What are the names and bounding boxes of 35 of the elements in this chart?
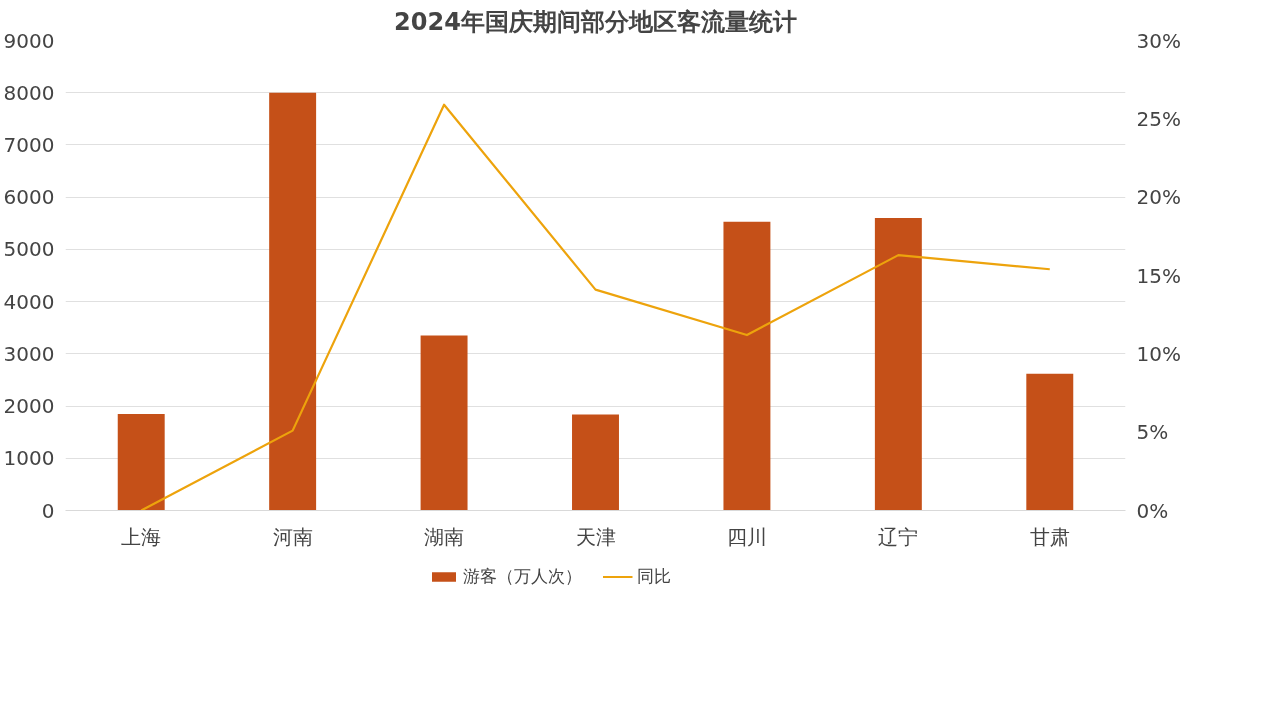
y-tick-label: 8000: [3, 80, 55, 105]
x-tick-label: 河南: [272, 524, 313, 549]
y-tick-label: 3000: [3, 341, 55, 366]
bar: [420, 335, 468, 511]
y-tick-label: 2000: [3, 394, 55, 419]
bar: [1026, 373, 1074, 511]
y2-tick-label: 30%: [1136, 28, 1181, 53]
bar: [117, 413, 165, 511]
y-tick-label: 7000: [3, 132, 55, 157]
y2-tick-label: 25%: [1136, 106, 1181, 131]
y-tick-label: 4000: [3, 289, 55, 314]
y-tick-label: 9000: [3, 28, 55, 53]
x-tick-label: 辽宁: [878, 524, 919, 549]
legend-label: 游客（万人次）: [463, 564, 583, 588]
chart-title: 2024年国庆期间部分地区客流量统计: [394, 7, 797, 36]
bar: [874, 218, 922, 511]
x-tick-label: 上海: [121, 524, 162, 549]
line-series: [140, 103, 1051, 511]
y-tick-label: 5000: [3, 237, 55, 262]
bar: [269, 92, 317, 511]
y2-tick-label: 0%: [1136, 498, 1169, 523]
y2-tick-label: 20%: [1136, 185, 1181, 210]
x-tick-label: 甘肃: [1029, 524, 1070, 549]
bar: [723, 221, 771, 511]
x-tick-label: 四川: [726, 524, 767, 549]
legend-label: 同比: [637, 564, 672, 588]
y-tick-label: 1000: [3, 446, 55, 471]
y2-tick-label: 15%: [1136, 263, 1181, 288]
bar: [572, 414, 619, 511]
x-tick-label: 湖南: [424, 524, 465, 549]
y-tick-label: 6000: [3, 185, 55, 210]
y2-tick-label: 10%: [1136, 341, 1181, 366]
y2-tick-label: 5%: [1136, 420, 1169, 445]
y-tick-label: 0: [41, 498, 55, 523]
x-tick-label: 天津: [575, 524, 616, 549]
